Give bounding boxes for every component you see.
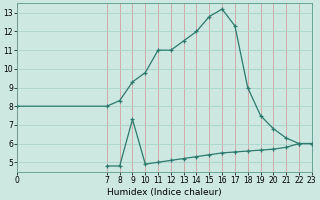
X-axis label: Humidex (Indice chaleur): Humidex (Indice chaleur)	[107, 188, 222, 197]
